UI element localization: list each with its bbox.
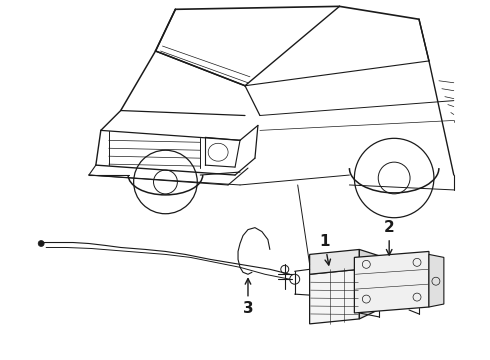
Text: 2: 2 <box>384 220 394 255</box>
Text: 1: 1 <box>319 234 331 265</box>
Polygon shape <box>429 255 444 307</box>
Text: 3: 3 <box>243 279 253 316</box>
Polygon shape <box>310 249 359 274</box>
Polygon shape <box>310 269 359 324</box>
Polygon shape <box>359 249 384 319</box>
Polygon shape <box>354 251 429 313</box>
Circle shape <box>38 240 44 247</box>
